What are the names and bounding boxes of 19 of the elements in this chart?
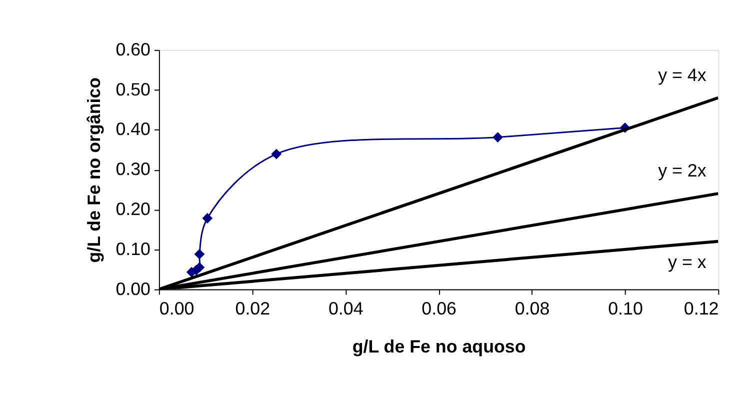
annotation: y = 2x	[658, 160, 706, 181]
x-tick-label: 0.02	[235, 298, 270, 319]
y-tick-label: 0.30	[116, 159, 151, 180]
y-tick-label: 0.60	[116, 39, 151, 60]
y-tick-label: 0.50	[116, 79, 151, 100]
y-axis-title: g/L de Fe no orgânico	[84, 77, 104, 263]
x-tick-label: 0.08	[514, 298, 550, 319]
annotation: y = 4x	[658, 64, 706, 85]
x-tick-label: 0.04	[328, 298, 364, 319]
x-tick-label: 0.10	[608, 298, 643, 319]
y-tick-label: 0.10	[116, 238, 151, 259]
x-tick-label: 0.12	[684, 298, 719, 319]
y-tick-label: 0.20	[116, 198, 151, 219]
annotation: y = x	[668, 252, 706, 272]
y-tick-label: 0.40	[116, 119, 151, 140]
x-tick-label: 0.00	[159, 298, 194, 319]
y-tick-label: 0.00	[116, 278, 151, 299]
x-axis-title: g/L de Fe no aquoso	[352, 336, 526, 356]
x-tick-label: 0.06	[422, 298, 457, 319]
